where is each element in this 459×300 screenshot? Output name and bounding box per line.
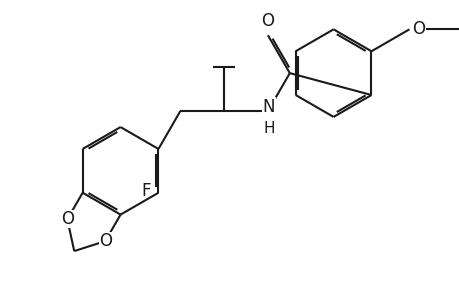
- Text: N: N: [262, 98, 274, 116]
- Text: O: O: [99, 232, 112, 250]
- Text: O: O: [261, 12, 274, 30]
- Text: O: O: [412, 20, 425, 38]
- Text: H: H: [263, 121, 274, 136]
- Text: O: O: [61, 210, 73, 228]
- Text: F: F: [141, 182, 151, 200]
